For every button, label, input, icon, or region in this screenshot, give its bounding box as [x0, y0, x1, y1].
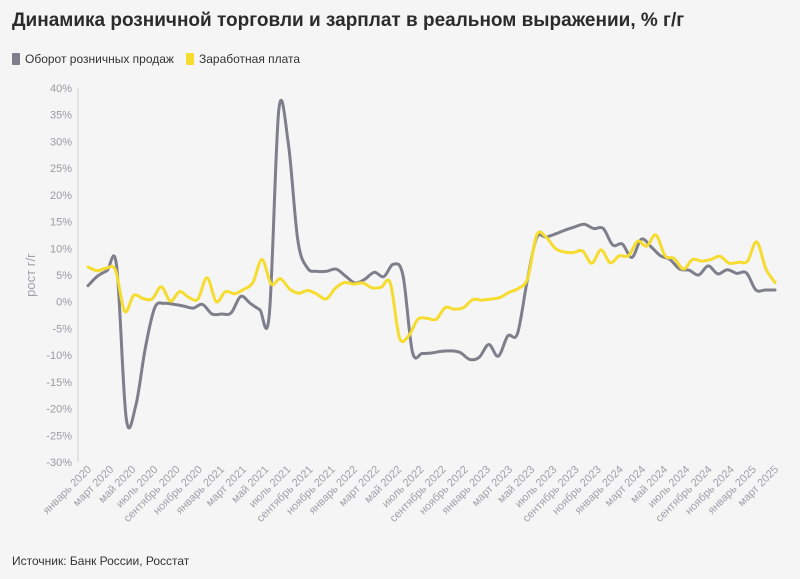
y-tick-label: 35%: [50, 110, 72, 122]
y-tick-label: -5%: [52, 323, 72, 335]
y-tick-label: -30%: [46, 457, 72, 469]
legend-label-wages: Заработная плата: [198, 52, 301, 66]
legend: Оборот розничных продаж Заработная плата: [12, 52, 300, 66]
y-tick-label: -25%: [46, 430, 72, 442]
y-tick-label: 10%: [50, 243, 72, 255]
legend-swatch-wages: [185, 53, 194, 65]
y-tick-label: 15%: [50, 217, 72, 229]
source-note: Источник: Банк России, Росстат: [12, 554, 190, 568]
chart-title: Динамика розничной торговли и зарплат в …: [12, 10, 685, 31]
y-axis-label: рост г/г: [23, 253, 38, 297]
y-tick-label: 5%: [56, 270, 72, 282]
legend-swatch-retail: [12, 53, 20, 65]
y-tick-label: -10%: [46, 350, 72, 362]
y-tick-label: -15%: [46, 377, 72, 389]
legend-item-wages: Заработная плата: [185, 52, 301, 66]
y-tick-label: 0%: [56, 297, 72, 309]
y-tick-label: -20%: [46, 404, 72, 416]
legend-label-retail: Оборот розничных продаж: [25, 52, 174, 66]
series-line-retail: [86, 98, 777, 430]
y-tick-label: 30%: [50, 136, 72, 148]
y-tick-label: 20%: [50, 190, 72, 202]
y-tick-label: 40%: [50, 83, 72, 95]
series-line-wages: [86, 230, 777, 344]
legend-item-retail: Оборот розничных продаж: [12, 52, 174, 66]
y-tick-label: 25%: [50, 163, 72, 175]
